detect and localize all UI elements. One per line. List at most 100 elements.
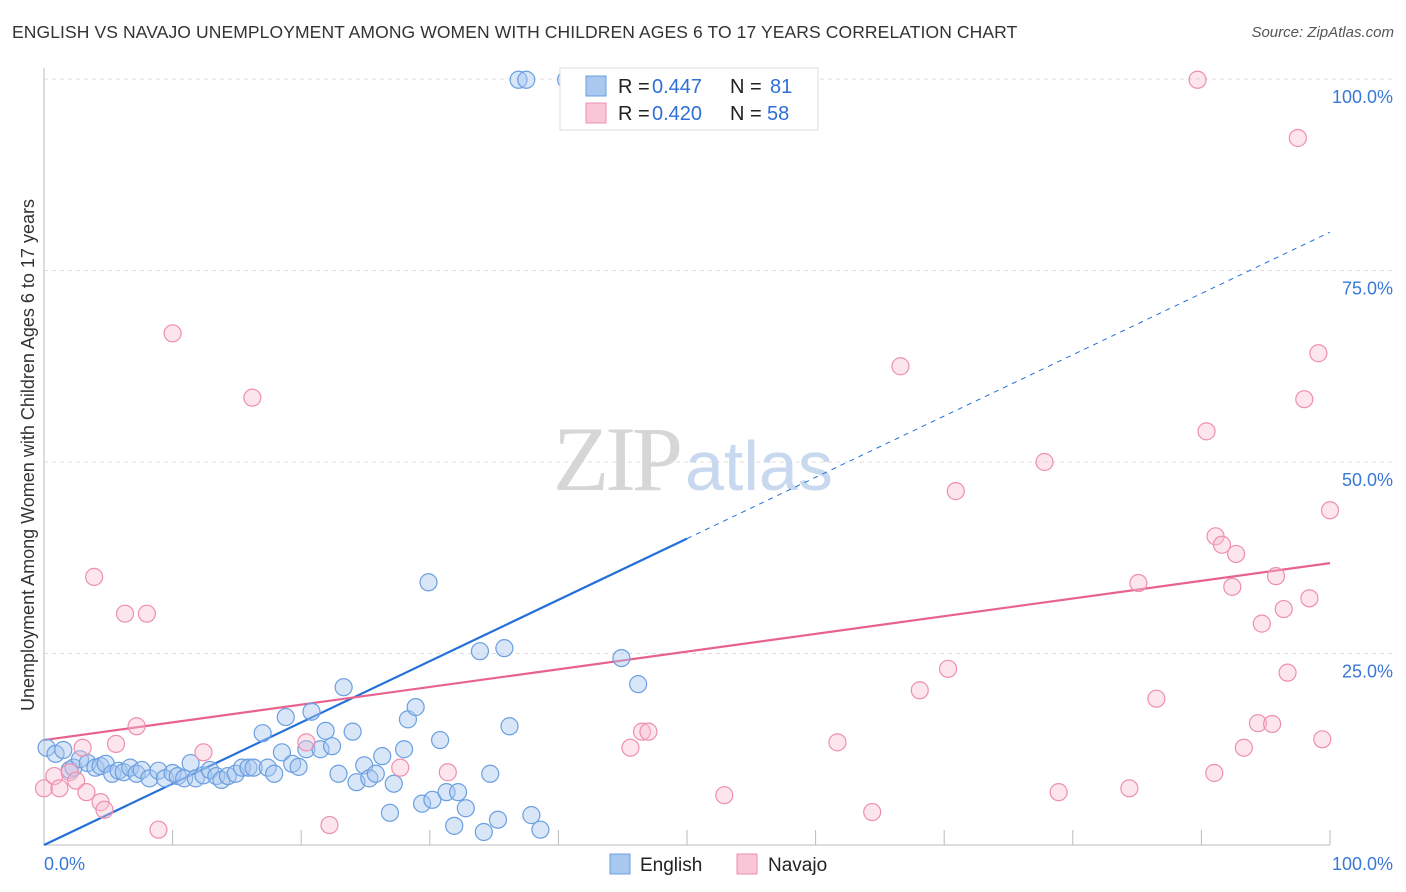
data-point-english (419, 573, 438, 592)
data-point-english (412, 794, 432, 813)
data-point-english (316, 721, 335, 740)
source-label: Source: ZipAtlas.com (1251, 24, 1394, 41)
bottom-legend-swatch-english (609, 853, 631, 875)
chart-title: ENGLISH VS NAVAJO UNEMPLOYMENT AMONG WOM… (12, 22, 1018, 42)
data-point-navajo (1188, 70, 1207, 89)
data-point-navajo (863, 802, 882, 822)
data-point-navajo (1205, 763, 1224, 783)
data-point-english (509, 70, 528, 89)
data-point-english (380, 803, 400, 822)
data-point-navajo (243, 388, 262, 407)
trend-line-english (43, 537, 688, 846)
legend-swatch-english (585, 75, 607, 97)
data-point-navajo (1049, 783, 1068, 802)
data-point-navajo (106, 734, 126, 753)
data-point-navajo (1313, 730, 1332, 749)
data-point-navajo (163, 324, 182, 343)
data-point-navajo (621, 738, 640, 757)
data-point-english (289, 757, 308, 776)
data-point-english (360, 769, 379, 788)
data-point-navajo (1129, 573, 1148, 593)
n-value-english: 81 (770, 76, 792, 98)
watermark: ZIPatlas (553, 408, 833, 510)
data-point-navajo (946, 482, 965, 501)
data-point-navajo (438, 763, 457, 782)
data-point-navajo (34, 779, 54, 798)
data-point-navajo (85, 567, 104, 587)
bottom-legend-swatch-navajo (736, 853, 758, 875)
y-tick-label: 50.0% (1342, 470, 1393, 490)
data-point-english (272, 743, 292, 762)
bottom-legend: English Navajo (609, 853, 827, 876)
y-tick-label: 25.0% (1342, 662, 1393, 682)
data-point-english (445, 816, 464, 835)
trend-lines (43, 231, 1331, 846)
data-point-navajo (77, 783, 96, 802)
y-tick-label: 75.0% (1342, 279, 1393, 299)
gridlines (44, 78, 1393, 654)
data-point-navajo (95, 800, 114, 819)
data-point-english (406, 698, 425, 717)
r-value-navajo: 0.420 (652, 103, 702, 125)
data-point-navajo (1300, 589, 1319, 608)
data-point-english (448, 783, 468, 802)
data-point-navajo (194, 743, 213, 762)
data-point-navajo (137, 604, 156, 623)
data-point-navajo (1274, 599, 1293, 619)
data-point-english (517, 70, 536, 89)
data-point-navajo (1035, 452, 1054, 472)
y-axis-label: Unemployment Among Women with Children A… (18, 199, 38, 711)
data-point-navajo (115, 604, 135, 623)
data-point-english (430, 730, 450, 750)
data-point-navajo (1120, 779, 1139, 798)
watermark-zip: ZIP (553, 408, 680, 510)
data-point-english (366, 764, 385, 783)
data-point-english (470, 642, 490, 661)
data-point-english (481, 764, 500, 783)
data-point-navajo (149, 820, 168, 839)
data-point-english (373, 747, 392, 766)
data-point-english (522, 806, 541, 825)
data-point-english (253, 724, 272, 743)
data-point-english (244, 758, 263, 777)
data-point-english (54, 740, 73, 760)
data-point-navajo (320, 815, 339, 835)
data-point-english (302, 702, 321, 721)
data-point-navajo (1309, 344, 1328, 363)
data-point-navajo (1278, 663, 1297, 682)
data-point-english (334, 678, 353, 697)
data-point-english (265, 764, 284, 783)
data-point-english (495, 639, 514, 658)
r-value-english: 0.447 (652, 76, 702, 98)
data-point-english (423, 790, 442, 809)
bottom-legend-navajo: Navajo (768, 855, 827, 876)
n-label-english: N = (730, 76, 762, 98)
r-label-navajo: R = (618, 103, 650, 125)
data-point-english (629, 675, 648, 694)
data-point-navajo (1227, 544, 1246, 564)
stats-legend: R = 0.447 N = 81 R = 0.420 N = 58 (559, 67, 819, 131)
data-point-english (394, 740, 414, 759)
x-tick-label-min: 0.0% (44, 854, 85, 874)
data-point-navajo (1266, 567, 1286, 586)
data-point-english (474, 822, 493, 842)
data-point-navajo (1248, 714, 1268, 733)
data-point-english (343, 722, 362, 741)
data-point-english (239, 758, 258, 777)
data-point-navajo (1147, 689, 1166, 708)
y-tick-labels: 25.0% 50.0% 75.0% 100.0% (1332, 87, 1393, 682)
data-point-english (297, 740, 316, 759)
data-point-navajo (1263, 714, 1282, 734)
data-point-navajo (1234, 738, 1253, 757)
data-point-navajo (1223, 577, 1242, 596)
data-point-navajo (50, 779, 69, 798)
data-point-navajo (127, 717, 146, 736)
data-point-navajo (938, 659, 958, 678)
data-point-navajo (828, 733, 847, 752)
data-point-navajo (632, 722, 652, 741)
data-point-navajo (297, 733, 316, 752)
data-point-english (488, 810, 508, 829)
data-point-navajo (1320, 501, 1340, 520)
data-point-english (456, 799, 475, 818)
